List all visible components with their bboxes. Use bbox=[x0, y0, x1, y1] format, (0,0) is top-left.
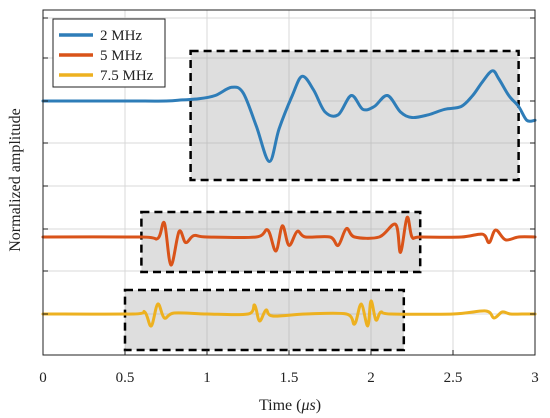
x-axis-label: Time (μs) bbox=[259, 397, 321, 414]
x-tick-label: 1 bbox=[203, 370, 211, 386]
x-tick-label: 0 bbox=[39, 370, 47, 386]
x-tick-labels: 0 0.5 1 1.5 2 2.5 3 bbox=[39, 370, 539, 386]
series-lines bbox=[41, 69, 537, 328]
highlight-box bbox=[123, 288, 406, 352]
x-tick-label: 2 bbox=[367, 370, 375, 386]
series-line bbox=[41, 299, 537, 328]
legend-label: 5 MHz bbox=[100, 48, 142, 64]
x-tick-label: 1.5 bbox=[280, 370, 299, 386]
highlight-box bbox=[140, 210, 422, 274]
x-tick-label: 0.5 bbox=[116, 370, 135, 386]
x-tick-label: 3 bbox=[531, 370, 539, 386]
axis-ticks bbox=[42, 17, 536, 355]
series-line bbox=[41, 69, 537, 164]
legend-label: 2 MHz bbox=[100, 28, 142, 44]
highlight-box bbox=[189, 49, 520, 182]
x-tick-label: 2.5 bbox=[444, 370, 463, 386]
legend: 2 MHz 5 MHz 7.5 MHz bbox=[52, 18, 166, 88]
highlight-boxes bbox=[123, 49, 520, 352]
series-line bbox=[41, 215, 537, 267]
legend-label: 7.5 MHz bbox=[100, 68, 154, 84]
y-axis-label: Normalized amplitude bbox=[7, 108, 24, 252]
